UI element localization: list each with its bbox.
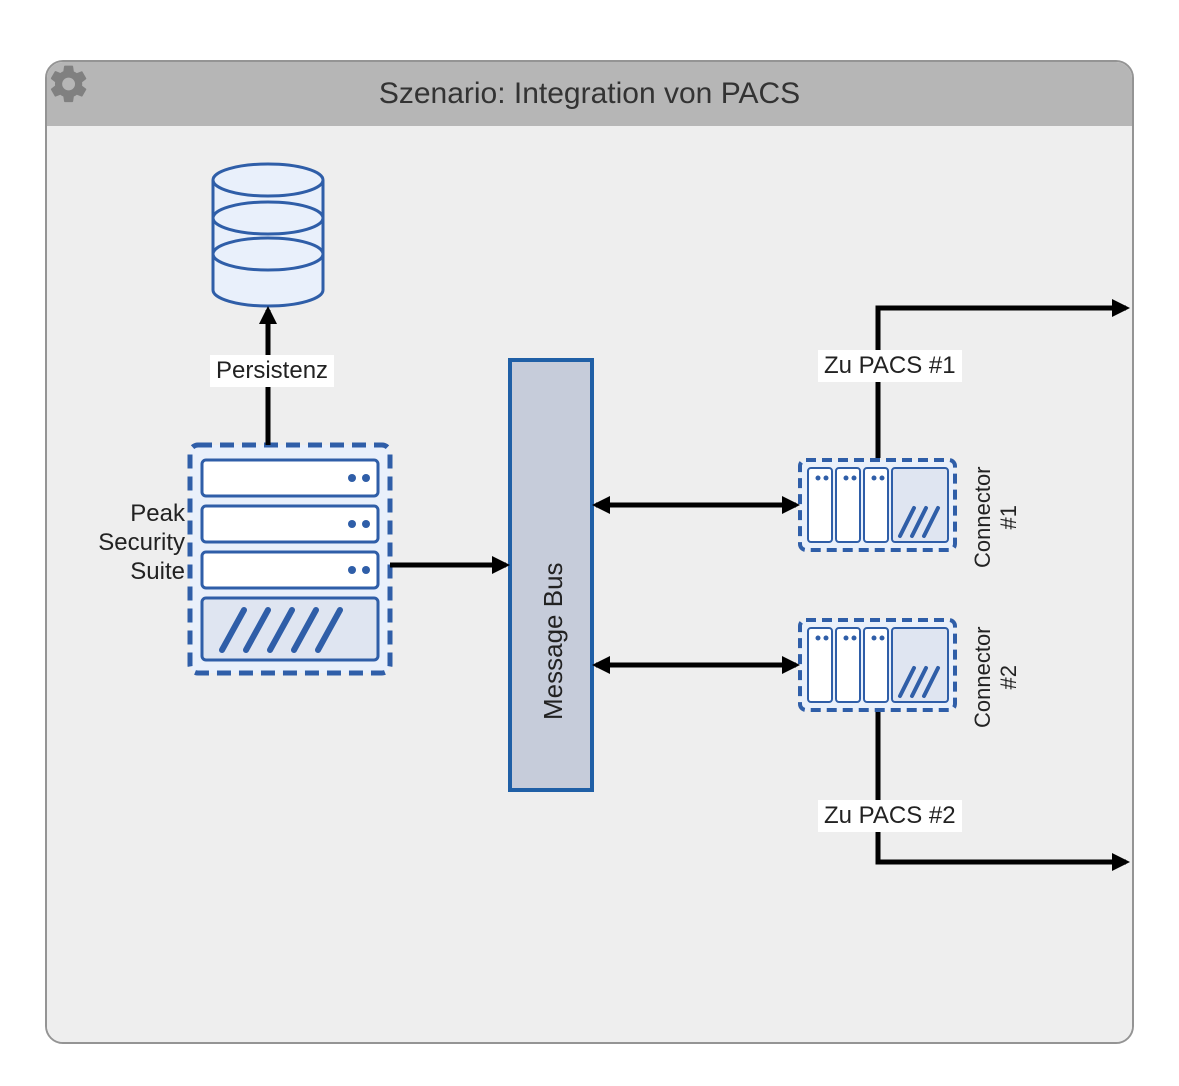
diagram-canvas: Szenario: Integration von PACS bbox=[0, 0, 1179, 1086]
edge-conn1-to-pacs1 bbox=[878, 308, 1126, 458]
edge-label-persistenz: Persistenz bbox=[210, 355, 334, 387]
label-peak-security-suite: Peak Security Suite bbox=[90, 500, 185, 586]
database-node bbox=[213, 164, 323, 306]
edge-label-zu-pacs-1: Zu PACS #1 bbox=[818, 350, 962, 382]
connector-1-node bbox=[800, 460, 955, 550]
connector-2-node bbox=[800, 620, 955, 710]
peak-security-suite-node bbox=[190, 445, 390, 673]
label-message-bus: Message Bus bbox=[538, 562, 569, 720]
edge-conn2-to-pacs2 bbox=[878, 712, 1126, 862]
edge-label-zu-pacs-2: Zu PACS #2 bbox=[818, 800, 962, 832]
label-connector-1: Connector #1 bbox=[970, 466, 1022, 568]
label-connector-2: Connector #2 bbox=[970, 626, 1022, 728]
